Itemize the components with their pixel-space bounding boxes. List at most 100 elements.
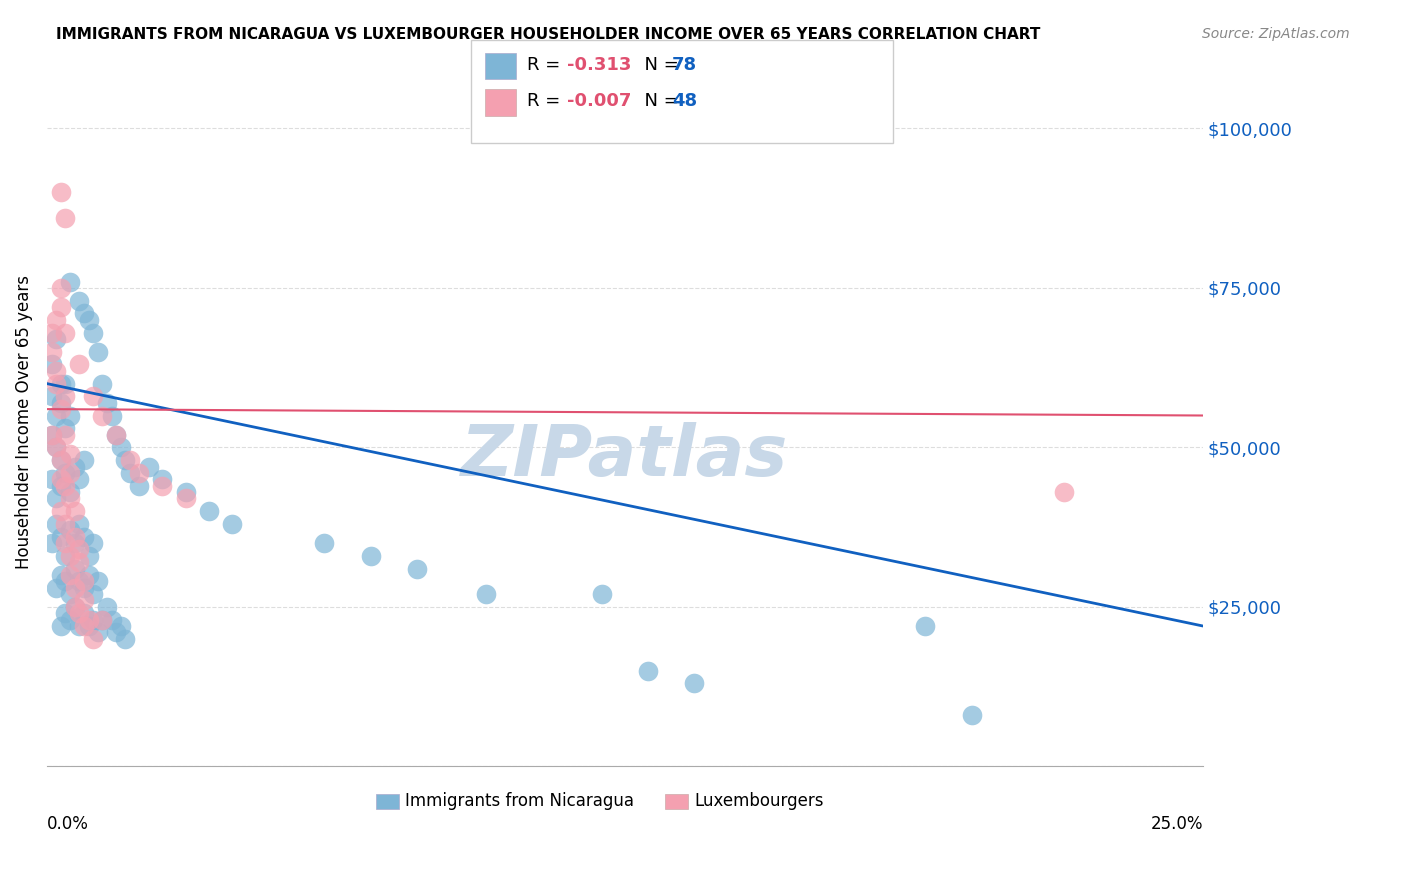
Point xyxy=(591,587,613,601)
Point xyxy=(67,606,90,620)
Point xyxy=(55,516,77,531)
Point xyxy=(63,459,86,474)
Point xyxy=(87,625,110,640)
Point xyxy=(55,574,77,589)
Point xyxy=(55,466,77,480)
Point xyxy=(114,453,136,467)
Point xyxy=(55,211,77,225)
Point xyxy=(128,478,150,492)
Point xyxy=(49,453,72,467)
Text: ZIPatlas: ZIPatlas xyxy=(461,422,789,491)
Text: N =: N = xyxy=(633,92,685,110)
FancyBboxPatch shape xyxy=(665,794,689,809)
Point xyxy=(100,409,122,423)
Point xyxy=(67,542,90,557)
Point xyxy=(63,599,86,614)
Point xyxy=(960,708,983,723)
Point xyxy=(63,581,86,595)
Point xyxy=(73,574,96,589)
Text: 25.0%: 25.0% xyxy=(1150,814,1204,832)
Point xyxy=(110,441,132,455)
Point xyxy=(55,536,77,550)
Point xyxy=(59,447,82,461)
Text: -0.313: -0.313 xyxy=(567,56,631,74)
Point xyxy=(174,485,197,500)
Point xyxy=(49,472,72,486)
Point xyxy=(1053,485,1076,500)
Point xyxy=(152,472,174,486)
Point xyxy=(120,466,142,480)
Point xyxy=(67,516,90,531)
Point xyxy=(59,568,82,582)
Point xyxy=(55,427,77,442)
Point xyxy=(45,409,67,423)
Point xyxy=(49,281,72,295)
Point xyxy=(314,536,336,550)
Point xyxy=(152,478,174,492)
Text: Luxembourgers: Luxembourgers xyxy=(695,792,824,810)
Point xyxy=(82,536,104,550)
Point xyxy=(55,421,77,435)
Point xyxy=(82,389,104,403)
Point xyxy=(49,402,72,417)
Point xyxy=(63,530,86,544)
Point xyxy=(73,619,96,633)
Text: Source: ZipAtlas.com: Source: ZipAtlas.com xyxy=(1202,27,1350,41)
Point xyxy=(55,478,77,492)
Point xyxy=(77,313,100,327)
Point xyxy=(138,459,160,474)
Point xyxy=(45,581,67,595)
Point xyxy=(73,606,96,620)
Y-axis label: Householder Income Over 65 years: Householder Income Over 65 years xyxy=(15,275,32,569)
Point xyxy=(49,186,72,200)
Point xyxy=(110,619,132,633)
Text: Immigrants from Nicaragua: Immigrants from Nicaragua xyxy=(405,792,634,810)
Point xyxy=(45,364,67,378)
Point xyxy=(73,581,96,595)
Point xyxy=(96,599,118,614)
Point xyxy=(41,472,63,486)
Point xyxy=(41,427,63,442)
Point xyxy=(77,619,100,633)
Point xyxy=(63,599,86,614)
Point xyxy=(128,466,150,480)
Point xyxy=(59,549,82,563)
Point xyxy=(405,561,427,575)
Point xyxy=(49,453,72,467)
Point xyxy=(96,396,118,410)
FancyBboxPatch shape xyxy=(377,794,399,809)
Point xyxy=(105,625,128,640)
Text: 78: 78 xyxy=(672,56,697,74)
Point xyxy=(73,530,96,544)
Point xyxy=(91,376,114,391)
Text: 0.0%: 0.0% xyxy=(46,814,89,832)
Point xyxy=(87,344,110,359)
Point xyxy=(63,561,86,575)
Point xyxy=(41,326,63,340)
Point xyxy=(45,313,67,327)
Point xyxy=(82,326,104,340)
Point xyxy=(63,536,86,550)
Point xyxy=(59,613,82,627)
Point xyxy=(360,549,382,563)
Point xyxy=(45,516,67,531)
Point xyxy=(49,568,72,582)
Point xyxy=(55,389,77,403)
Point xyxy=(91,613,114,627)
Point xyxy=(41,427,63,442)
Point xyxy=(45,491,67,506)
Point xyxy=(77,613,100,627)
Text: 48: 48 xyxy=(672,92,697,110)
Point xyxy=(77,549,100,563)
Point xyxy=(49,619,72,633)
Point xyxy=(475,587,498,601)
Text: IMMIGRANTS FROM NICARAGUA VS LUXEMBOURGER HOUSEHOLDER INCOME OVER 65 YEARS CORRE: IMMIGRANTS FROM NICARAGUA VS LUXEMBOURGE… xyxy=(56,27,1040,42)
Point xyxy=(41,389,63,403)
Point xyxy=(91,409,114,423)
Point xyxy=(100,613,122,627)
Point xyxy=(197,504,219,518)
Point xyxy=(59,409,82,423)
Point xyxy=(174,491,197,506)
Point xyxy=(59,485,82,500)
Point xyxy=(59,491,82,506)
